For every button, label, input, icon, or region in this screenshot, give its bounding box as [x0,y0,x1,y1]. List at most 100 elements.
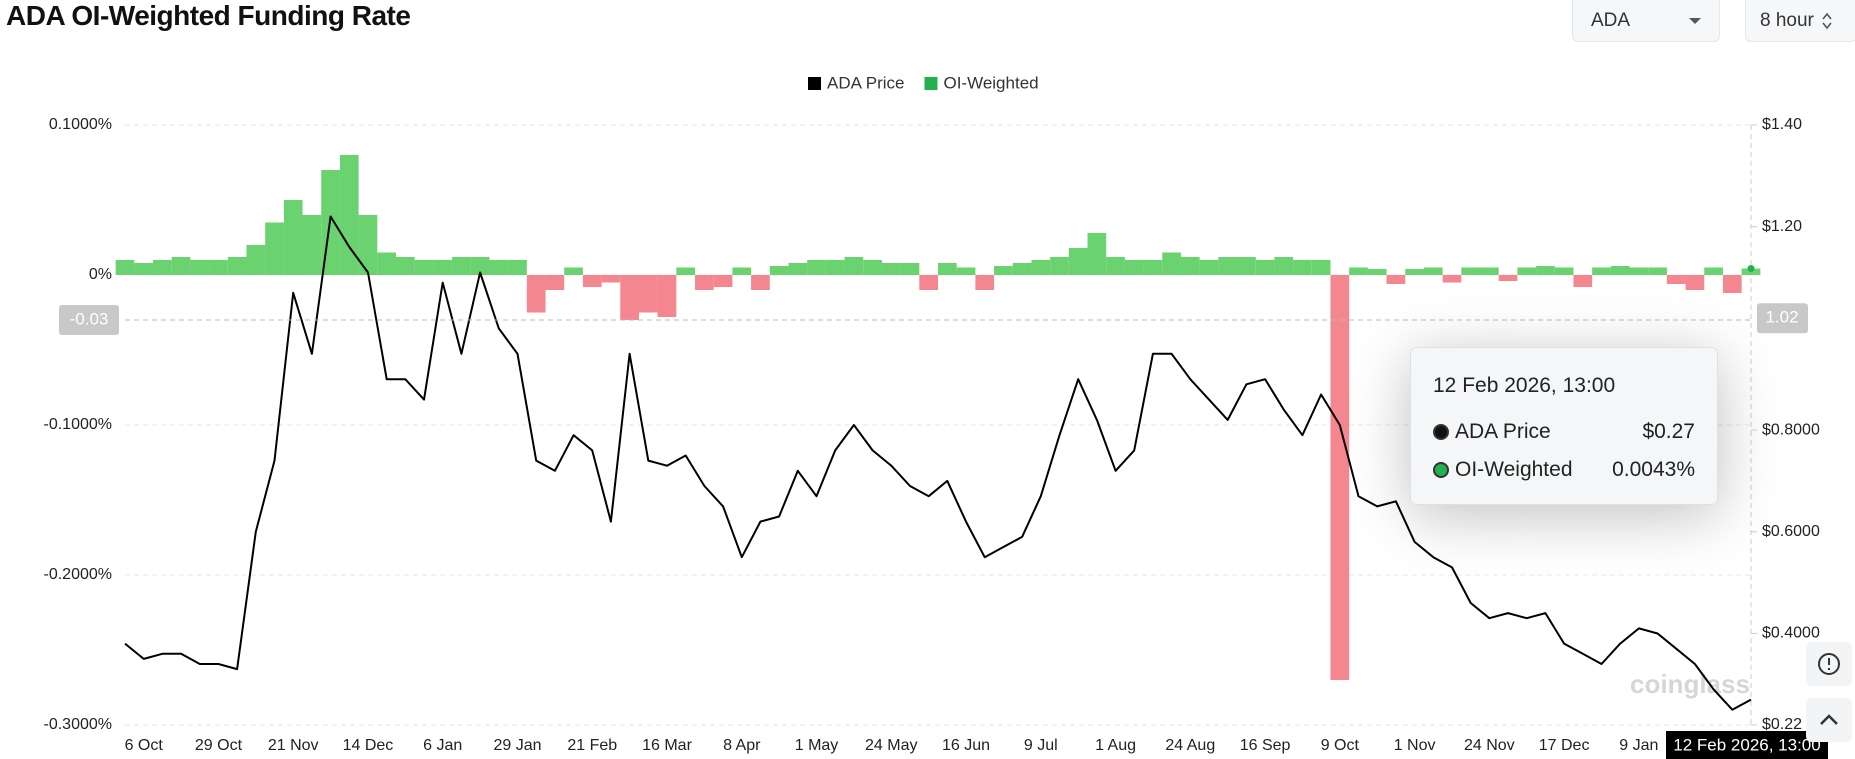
funding-bar [1031,260,1051,275]
funding-bar [657,275,677,317]
funding-bar [844,257,864,275]
y2-tick-label: $0.6000 [1762,523,1820,540]
x-tick-label: 9 Jan [1619,737,1658,754]
funding-bar [1087,233,1107,275]
tooltip-series: OI-Weighted [1455,458,1573,481]
funding-bar [1592,267,1611,275]
funding-bar [1536,266,1555,275]
x-tick-label: 1 Nov [1394,737,1436,754]
spinner [1822,12,1832,29]
scroll-top-button[interactable] [1806,698,1852,742]
tooltip-value: 0.0043% [1612,458,1695,481]
funding-bar [1629,267,1649,275]
x-tick-label: 8 Apr [723,737,761,754]
y-tick-label: -0.2000% [44,566,113,583]
funding-bar [695,275,714,290]
y-tick-label: 0% [89,266,112,283]
interval-value: 8 hour [1760,9,1814,31]
funding-bar [377,252,396,275]
y2-tick-label: $1.40 [1762,116,1802,133]
x-tick-label: 16 Jun [942,737,990,754]
y2-tick-label: $0.22 [1762,716,1802,733]
y-tick-label: -0.3000% [44,716,113,733]
funding-bar [1162,252,1181,275]
funding-bar [171,257,191,275]
funding-bar [956,267,976,275]
funding-bar [676,267,696,275]
x-tick-label: 9 Oct [1321,737,1360,754]
funding-bar [769,266,789,275]
x-tick-label: 9 Jul [1024,737,1058,754]
crosshair-box [1757,303,1808,334]
funding-bar [190,260,210,275]
funding-bar [1685,275,1705,290]
funding-bar [153,260,172,275]
funding-bar [1124,260,1144,275]
tooltip-row: ADA Price $0.27 [1433,420,1695,444]
funding-bar [339,155,359,275]
funding-bar [1106,257,1125,275]
funding-bar [1573,275,1593,287]
funding-bar [1255,260,1275,275]
x-tick-label: 29 Oct [195,737,243,754]
funding-bar [863,260,882,275]
x-tick-label: 1 May [795,737,839,754]
funding-bar [975,275,995,290]
funding-bar [1442,275,1462,283]
funding-bar [1480,267,1499,275]
funding-bar [1648,267,1667,275]
x-tick-label: 24 Nov [1464,737,1515,754]
crosshair-y2-label: 1.02 [1765,308,1798,327]
funding-bar [134,263,154,275]
x-tick-label: 21 Feb [567,737,617,754]
funding-bar [582,275,602,287]
funding-bar [489,260,509,275]
funding-bar [1610,266,1630,275]
funding-bar [1199,260,1219,275]
funding-bar [246,245,266,275]
funding-bar [620,275,639,320]
funding-bar [732,267,752,275]
coin-value: ADA [1591,9,1631,31]
interval-select[interactable]: 8 hour [1745,0,1855,42]
crosshair-x-box [1666,731,1828,759]
coin-select[interactable]: ADA [1572,0,1720,42]
funding-bar [1311,260,1331,275]
funding-bar [751,275,770,290]
funding-bar [302,215,322,275]
funding-bar [358,215,378,275]
funding-bar [115,260,135,275]
legend: ADA Price OI-Weighted [808,73,1039,92]
funding-bar [227,257,247,275]
funding-bar [1666,275,1686,284]
funding-bar [1498,275,1518,281]
funding-bar [265,222,284,275]
funding-bar [1050,257,1069,275]
funding-bar [601,275,621,283]
funding-bar [1143,260,1163,275]
feedback-button[interactable] [1806,642,1852,686]
funding-bar [900,263,920,275]
funding-bar [1367,269,1387,275]
funding-bar [452,257,471,275]
x-tick-label: 16 Sep [1240,737,1291,754]
funding-bar [470,257,490,275]
tooltip: 12 Feb 2026, 13:00 ADA Price $0.27 OI-Wei… [1410,347,1718,505]
x-tick-label: 6 Jan [423,737,462,754]
y2-tick-label: $1.20 [1762,218,1802,235]
funding-bar [564,267,583,275]
x-tick-label: 24 Aug [1165,737,1215,754]
price-line [124,215,1752,711]
funding-bar [1386,275,1406,284]
funding-bar [508,260,527,275]
y-tick-label: -0.1000% [44,416,113,433]
funding-bar [1293,260,1312,275]
page-title: ADA OI-Weighted Funding Rate [6,0,411,31]
y2-tick-label: $0.4000 [1762,625,1820,642]
funding-bar [526,275,546,313]
tooltip-title: 12 Feb 2026, 13:00 [1433,374,1616,397]
hover-point [1747,265,1755,273]
funding-bar [1068,248,1088,275]
x-tick-label: 17 Dec [1539,737,1590,754]
